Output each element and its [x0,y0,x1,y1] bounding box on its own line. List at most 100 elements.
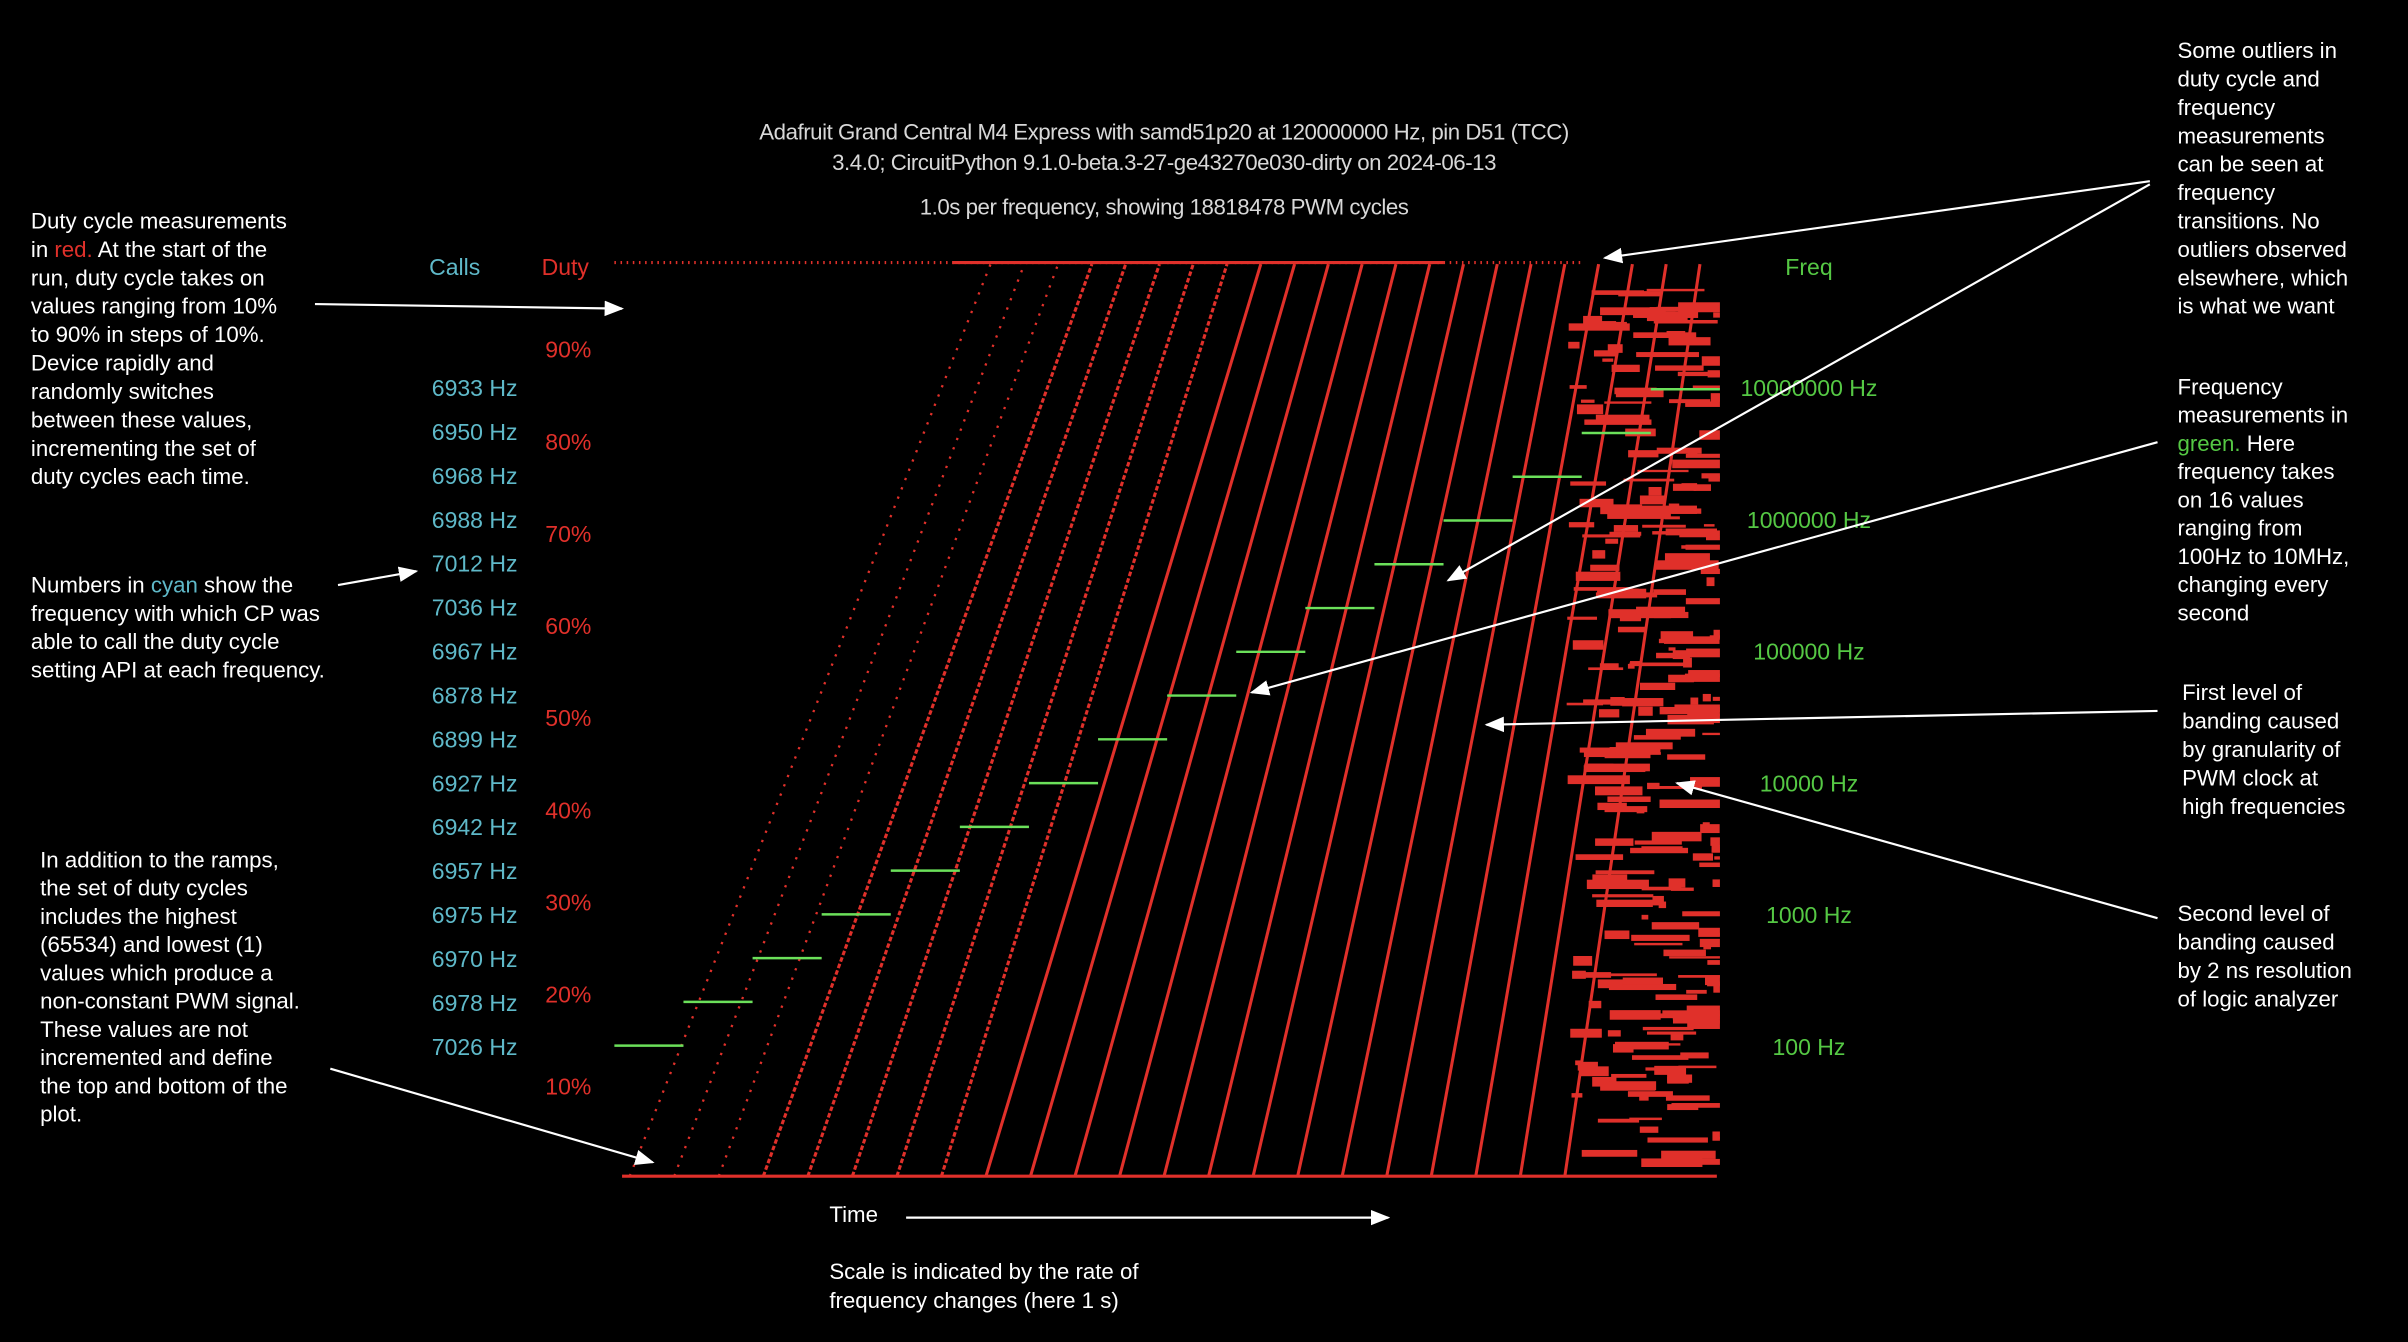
banding-block [1592,874,1628,881]
banding-block [1607,1030,1621,1037]
banding-block [1712,696,1720,701]
banding-block [1627,663,1635,669]
annotation-text: show the [198,572,293,597]
annotation-line: setting API at each frequency. [31,658,325,683]
duty-ramp [806,263,1128,1177]
annotation-line: banding caused [2182,708,2339,733]
banding-block [1708,475,1720,482]
banding-block [1706,577,1715,587]
banding-block [1659,706,1711,715]
banding-block [1683,657,1692,668]
banding-block [1704,975,1720,986]
banding-block [1645,728,1696,737]
annotation-line: the top and bottom of the [40,1073,287,1098]
banding-block [1653,611,1689,619]
banding-block [1702,693,1711,702]
banding-block [1636,606,1686,614]
duty-ramp [1073,263,1330,1177]
banding-block [1612,984,1675,990]
annotation-line: frequency with which CP was [31,601,320,626]
banding-block [1702,732,1720,736]
annotation-line: duty cycle and [2177,66,2319,91]
duty-ramp [1118,263,1364,1177]
banding-block [1634,942,1683,946]
banding-block [1654,1065,1687,1075]
banding-block [1672,1013,1720,1024]
banding-block [1661,1150,1716,1159]
call-rate-label: 7026 Hz [432,1034,518,1060]
duty-tick-label: 10% [545,1074,591,1100]
banding-block [1639,1126,1659,1133]
annotation-line: Device rapidly and [31,351,214,376]
banding-block [1684,673,1720,682]
annotation-line: by granularity of [2182,737,2341,762]
banding-block [1575,854,1624,860]
annotation-line: can be seen at [2177,152,2324,177]
banding-block [1692,853,1714,861]
annotation-line: incrementing the set of [31,436,257,461]
freq-tick-label: 10000 Hz [1760,770,1859,796]
chart-title: 3.4.0; CircuitPython 9.1.0-beta.3-27-ge4… [832,150,1496,175]
banding-block [1604,973,1657,977]
annotation-line: green. Here [2177,431,2295,456]
banding-block [1629,505,1697,514]
arrow [337,566,419,587]
duty-tick-label: 50% [545,705,591,731]
banding-block [1686,1005,1720,1014]
annotation-line: PWM clock at [2182,766,2319,791]
banding-block [1664,553,1710,564]
banding-block [1571,1093,1583,1098]
banding-block [1710,393,1720,402]
banding-block [1641,1158,1703,1168]
annotation-line: Some outliers in [2177,38,2337,63]
annotation-line: is what we want [2177,294,2335,319]
call-rate-label: 6878 Hz [432,682,518,708]
banding-block [1615,388,1664,398]
annotation-line: elsewhere, which [2177,265,2348,290]
annotation-line: measurements in [2177,403,2348,428]
plot-area [614,261,1720,1178]
banding-block [1609,1081,1657,1091]
duty-ramp [895,263,1195,1177]
annotation-line: run, duty cycle takes on [31,265,265,290]
banding-block [1598,709,1620,718]
banding-block [1583,315,1603,326]
banding-block [1670,887,1694,891]
banding-block [1615,1041,1669,1050]
banding-block [1605,538,1619,544]
banding-block [1655,560,1719,570]
call-rate-label: 6950 Hz [432,419,518,445]
banding-block [1604,401,1652,404]
banding-block [1607,796,1651,802]
banding-block [1583,752,1616,758]
arrow [1602,180,2150,264]
banding-block [1656,652,1690,659]
call-rate-label: 6927 Hz [432,770,518,796]
banding-block [1607,344,1623,353]
banding-block [1600,307,1666,316]
banding-block [1642,1026,1694,1031]
banding-block [1672,483,1697,491]
banding-block [1637,469,1689,473]
banding-block [1568,323,1630,331]
arrow [1675,780,2158,920]
annotation-text: Numbers in [31,572,151,597]
banding-block [1573,955,1593,966]
banding-block [1699,938,1720,948]
banding-block [1576,404,1604,415]
duty-header: Duty [542,254,590,280]
annotation-line: Numbers in cyan show the [31,572,293,597]
annotation-line: (65534) and lowest (1) [40,932,263,957]
banding-block [1668,337,1711,346]
chart-title: 1.0s per frequency, showing 18818478 PWM… [920,195,1409,220]
annotation-line: Duty cycle measurements [31,209,287,234]
duty-ramp [628,263,992,1177]
banding-block [1573,587,1632,591]
banding-block [1690,777,1720,787]
banding-block [1628,450,1659,458]
banding-block [1568,341,1580,349]
banding-block [1663,949,1706,957]
annotation-line: high frequencies [2182,794,2345,819]
banding-block [1597,588,1647,599]
